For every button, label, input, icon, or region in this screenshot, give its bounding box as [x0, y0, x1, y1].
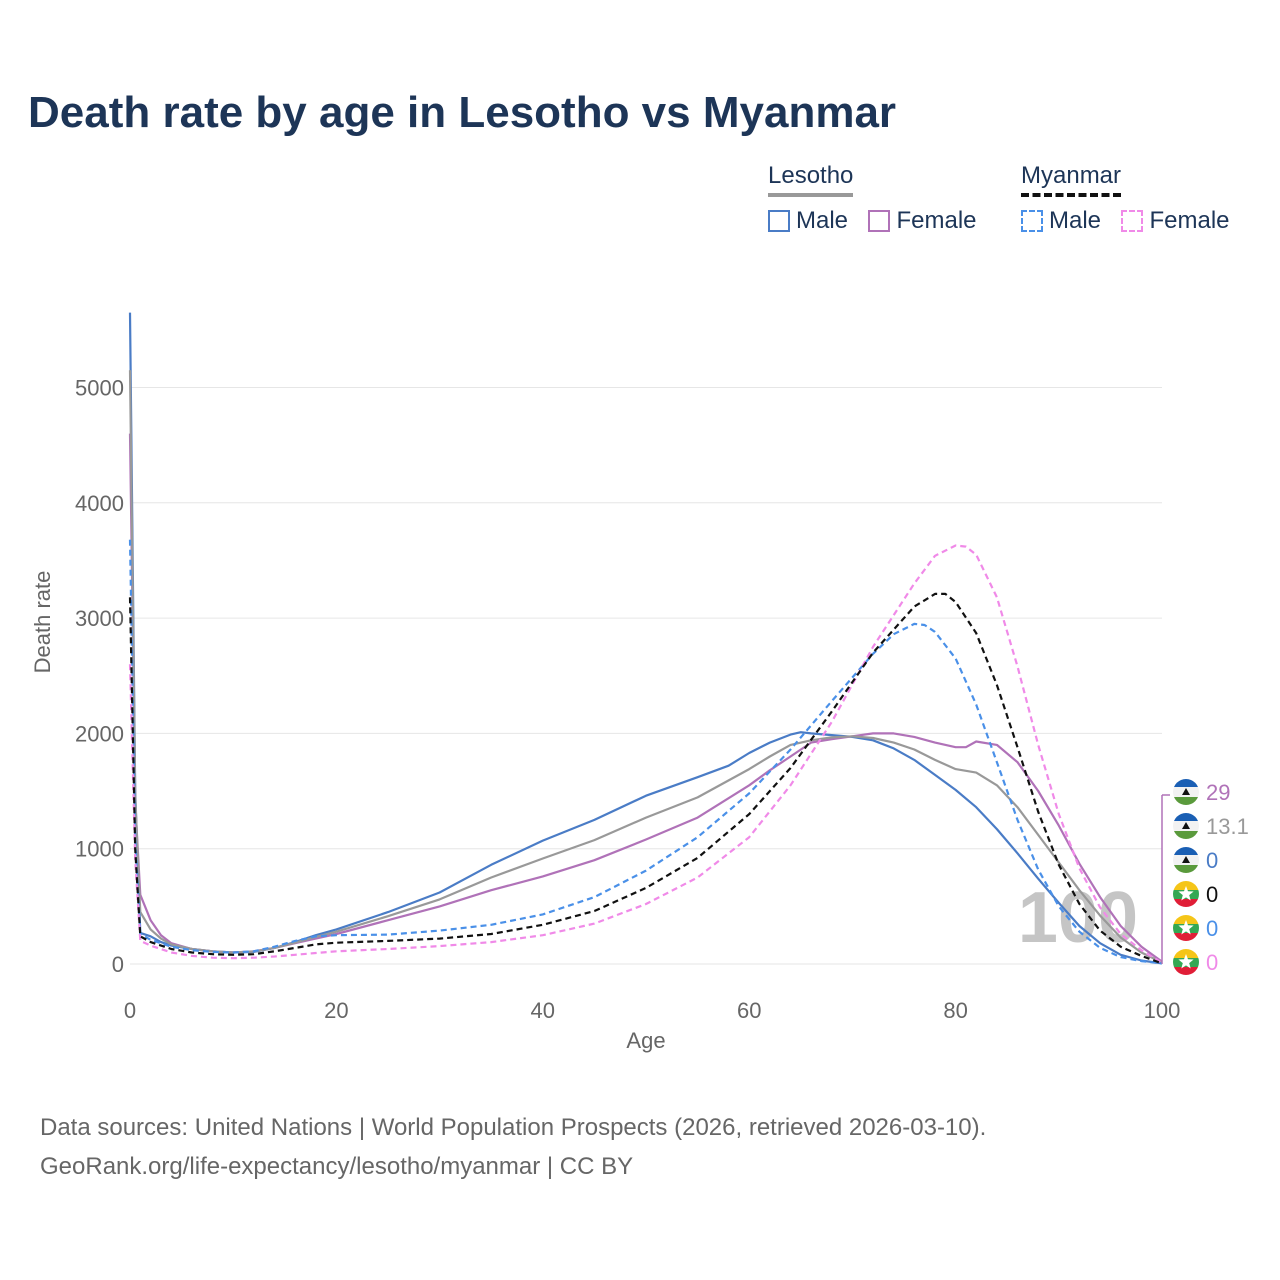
- myanmar-flag-icon: [1173, 915, 1199, 941]
- footer: Data sources: United Nations | World Pop…: [40, 1108, 986, 1186]
- end-label-myanmar-5: 0: [1173, 949, 1218, 975]
- myanmar-flag-icon: [1173, 949, 1199, 975]
- x-axis-title: Age: [626, 1028, 665, 1053]
- legend-item-myanmar-female[interactable]: Female: [1121, 207, 1230, 235]
- x-tick-label: 100: [1144, 998, 1181, 1023]
- lesotho-flag-icon: [1173, 779, 1199, 805]
- legend-label-lesotho-male: Male: [796, 207, 849, 234]
- legend-item-myanmar-male[interactable]: Male: [1021, 207, 1101, 235]
- y-tick-label: 2000: [75, 721, 124, 746]
- footer-link[interactable]: GeoRank.org/life-expectancy/lesotho/myan…: [40, 1153, 634, 1180]
- y-tick-label: 0: [112, 952, 124, 977]
- end-label-value: 0: [1206, 950, 1218, 975]
- y-tick-label: 3000: [75, 606, 124, 631]
- x-tick-label: 80: [943, 998, 967, 1023]
- end-label-value: 29: [1206, 780, 1230, 805]
- end-label-lesotho-1: 13.1: [1173, 813, 1249, 839]
- myanmar-flag-icon: [1173, 881, 1199, 907]
- x-tick-label: 20: [324, 998, 348, 1023]
- footer-source: Data sources: United Nations | World Pop…: [40, 1114, 987, 1141]
- lesotho-flag-icon: [1173, 847, 1199, 873]
- legend-group-myanmar: Myanmar Male Female: [1021, 162, 1230, 237]
- y-tick-label: 1000: [75, 837, 124, 862]
- x-tick-label: 0: [124, 998, 136, 1023]
- legend-item-lesotho-female[interactable]: Female: [868, 207, 977, 235]
- legend-head-myanmar: Myanmar: [1021, 162, 1122, 197]
- y-tick-label: 5000: [75, 376, 124, 401]
- end-label-myanmar-4: 0: [1173, 915, 1218, 941]
- series-line-myanmar-male[interactable]: [128, 539, 1163, 965]
- end-label-lesotho-2: 0: [1173, 847, 1218, 873]
- grid-lines: [130, 387, 1162, 965]
- legend-label-myanmar-female: Female: [1149, 207, 1230, 234]
- legend-swatch-myanmar-female: [1121, 210, 1144, 232]
- end-label-value: 0: [1206, 916, 1218, 941]
- legend-swatch-myanmar-male: [1021, 210, 1043, 232]
- legend-label-lesotho-female: Female: [896, 207, 977, 234]
- lesotho-flag-icon: [1173, 813, 1199, 839]
- series-line-lesotho-female[interactable]: [128, 433, 1163, 963]
- series-line-lesotho-average[interactable]: [128, 370, 1163, 964]
- x-tick-label: 40: [531, 998, 555, 1023]
- legend-item-lesotho-male[interactable]: Male: [768, 207, 848, 235]
- end-label-value: 0: [1206, 882, 1218, 907]
- end-label-value: 0: [1206, 848, 1218, 873]
- series-line-myanmar-female[interactable]: [128, 544, 1163, 964]
- series-lines: [128, 312, 1163, 965]
- end-label-value: 13.1: [1206, 814, 1249, 839]
- series-line-lesotho-male[interactable]: [128, 312, 1163, 965]
- legend-swatch-lesotho-male: [768, 210, 790, 232]
- legend-head-lesotho: Lesotho: [768, 162, 854, 197]
- end-labels: 29 13.1 0 0 0 0: [1161, 779, 1249, 975]
- chart-title: Death rate by age in Lesotho vs Myanmar: [28, 88, 897, 137]
- legend-label-myanmar-male: Male: [1049, 207, 1102, 234]
- end-label-myanmar-3: 0: [1173, 881, 1218, 907]
- end-label-lesotho-0: 29: [1173, 779, 1230, 805]
- y-axis-title: Death rate: [30, 571, 55, 674]
- legend-group-lesotho: Lesotho Male Female: [768, 162, 993, 237]
- axis-tick-labels: 0 1000 2000 3000 4000 5000 0 20 40 60 80 100: [75, 376, 1180, 1024]
- y-tick-label: 4000: [75, 491, 124, 516]
- x-tick-label: 60: [737, 998, 761, 1023]
- legend-swatch-lesotho-female: [868, 210, 891, 232]
- series-line-myanmar-average[interactable]: [128, 592, 1163, 965]
